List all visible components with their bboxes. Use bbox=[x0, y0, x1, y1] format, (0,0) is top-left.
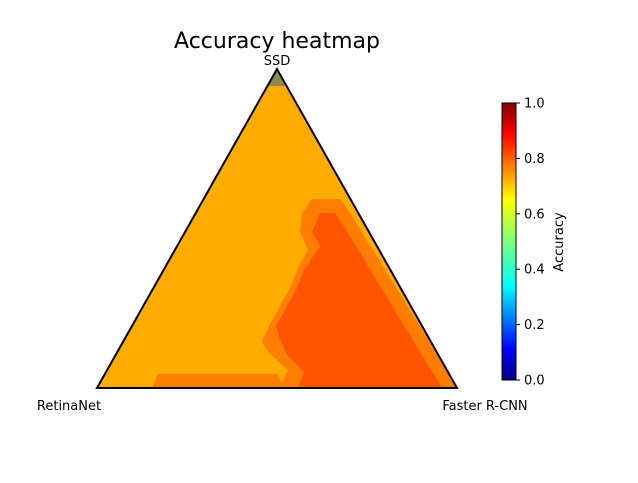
corner-label-right: Faster R-CNN bbox=[442, 399, 527, 414]
region-boundary-bottom bbox=[152, 374, 284, 388]
ternary-heatmap bbox=[97, 69, 457, 388]
colorbar-tick-label-2: 0.4 bbox=[524, 263, 545, 278]
colorbar-tick-label-0: 0.0 bbox=[524, 374, 545, 389]
ternary-triangle-outline bbox=[95, 66, 459, 389]
colorbar-tick-label-5: 1.0 bbox=[524, 97, 545, 112]
colorbar-tick-label-1: 0.2 bbox=[524, 318, 545, 333]
colorbar-label: Accuracy bbox=[552, 212, 567, 272]
colorbar: 0.0 0.2 0.4 0.6 0.8 1.0 Accuracy bbox=[501, 97, 567, 389]
colorbar-ticks: 0.0 0.2 0.4 0.6 0.8 1.0 bbox=[516, 97, 545, 389]
region-right bbox=[276, 213, 442, 388]
region-top-apex bbox=[268, 69, 286, 86]
corner-label-left: RetinaNet bbox=[37, 399, 101, 414]
chart-title: Accuracy heatmap bbox=[174, 29, 380, 54]
corner-label-top: SSD bbox=[264, 54, 291, 69]
colorbar-gradient bbox=[501, 102, 517, 381]
colorbar-tick-label-4: 0.8 bbox=[524, 152, 545, 167]
colorbar-tick-label-3: 0.6 bbox=[524, 207, 545, 222]
